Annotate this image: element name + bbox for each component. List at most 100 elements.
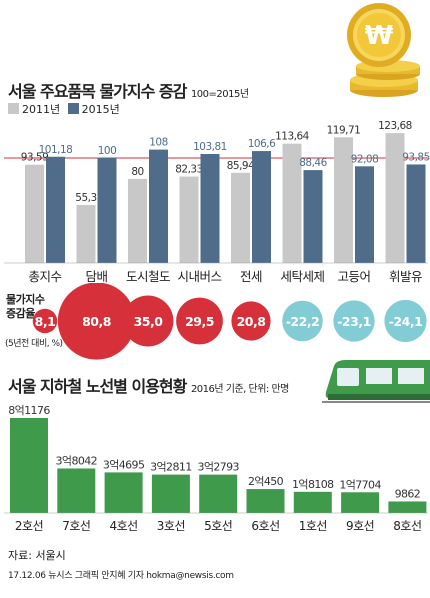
data-label-2011-5: 113,64 — [275, 131, 310, 143]
change-value-7: -24,1 — [389, 314, 423, 329]
change-bubble-7 — [384, 299, 427, 343]
data-label-2015-2: 108 — [149, 137, 168, 149]
change-bubble-5 — [282, 300, 323, 342]
change-rate-note: (5년전 대비, %) — [5, 339, 63, 349]
subway-bar-1 — [57, 468, 96, 513]
data-label-2011-3: 82,33 — [175, 164, 203, 176]
data-label-2015-5: 88,46 — [299, 157, 327, 169]
change-bubble-1 — [57, 283, 136, 360]
subway-bar-8 — [388, 501, 427, 513]
bar-2011-2 — [128, 179, 147, 263]
category-label-2: 도시철도 — [126, 269, 170, 284]
data-label-2015-3: 103,81 — [193, 141, 227, 153]
change-value-2: 35,0 — [134, 314, 164, 329]
won-coin-symbol: ₩ — [365, 21, 394, 51]
bar-2015-3 — [200, 153, 220, 263]
bar-2015-1 — [97, 158, 117, 263]
bar-2015-2 — [149, 149, 168, 263]
data-label-2011-4: 85,94 — [227, 160, 255, 172]
subway-bar-3 — [151, 474, 190, 513]
bar-2011-6 — [334, 137, 353, 263]
chart1-subtitle: 100=2015년 — [190, 89, 249, 100]
change-rate-bubbles: 8,1 80,8 35,0 29,5 20,8 -22,2 -23,1 -24,1 — [32, 283, 427, 360]
subway-line-label-5: 6호선 — [251, 519, 279, 533]
change-rate-label-line1: 물가지수 — [6, 293, 45, 306]
change-value-0: 8,1 — [35, 314, 56, 329]
subway-value-7: 1억7704 — [339, 478, 381, 491]
change-value-3: 29,5 — [185, 314, 214, 329]
change-value-6: -23,1 — [337, 314, 371, 329]
subway-line-label-8: 8호선 — [393, 519, 421, 533]
source-note: 자료: 서울시 — [8, 549, 66, 562]
data-label-2015-7: 93,85 — [402, 151, 430, 163]
subway-line-label-1: 7호선 — [62, 519, 90, 533]
data-label-2011-2: 80 — [131, 166, 143, 178]
bar-2011-3 — [179, 176, 199, 263]
legend-item-2015: 2015년 — [67, 103, 120, 116]
bar-2011-1 — [76, 204, 96, 263]
coin-stack-illustration: ₩ — [347, 3, 420, 97]
price-index-categories: 총지수 담배 도시철도 시내버스 전세 세탁세제 고등어 휘발유 — [28, 269, 422, 284]
chart2-subtitle: 2016년 기준, 단위: 만명 — [190, 384, 289, 395]
data-label-2015-0: 101,18 — [39, 144, 73, 156]
change-bubble-2 — [122, 295, 174, 347]
legend-swatch-2015 — [67, 103, 79, 114]
subway-usage-chart: 8억1176 2호선 3억8042 7호선 3억4695 4호선 3억2811 3호선 3억27… — [4, 404, 428, 533]
bar-2011-0 — [25, 164, 44, 263]
subway-bar-5 — [246, 489, 285, 513]
credit-note: 17.12.06 뉴시스 그래픽 안지혜 기자 hokma@newsis.com — [8, 571, 234, 581]
category-label-1: 담배 — [85, 269, 107, 284]
data-label-2015-1: 100 — [98, 145, 117, 157]
subway-line-label-4: 5호선 — [204, 519, 232, 533]
subway-train-illustration — [322, 360, 430, 403]
data-label-2011-1: 55,3 — [75, 192, 96, 204]
legend-swatch-2011 — [8, 103, 19, 114]
bar-2015-5 — [303, 170, 323, 263]
change-bubble-6 — [333, 300, 375, 342]
subway-value-4: 3억2793 — [197, 461, 239, 474]
subway-value-1: 3억8042 — [56, 454, 98, 467]
data-label-2011-6: 119,71 — [327, 124, 361, 136]
category-label-5: 세탁세제 — [280, 269, 324, 284]
category-label-6: 고등어 — [337, 269, 370, 284]
change-rate-label: 물가지수 증감율 — [6, 293, 45, 321]
change-bubble-4 — [231, 301, 271, 341]
legend-item-2011: 2011년 — [8, 103, 60, 116]
bar-2011-5 — [282, 143, 302, 263]
chart1-title-text: 서울 주요품목 물가지수 증감 — [8, 82, 187, 101]
category-label-4: 전세 — [240, 269, 262, 284]
bar-2011-4 — [231, 172, 250, 263]
category-label-3: 시내버스 — [177, 269, 221, 284]
change-value-4: 20,8 — [237, 314, 266, 329]
subway-value-5: 2억450 — [248, 475, 284, 488]
subway-bar-0 — [10, 418, 48, 513]
change-value-1: 80,8 — [82, 314, 111, 329]
subway-line-label-0: 2호선 — [15, 519, 43, 533]
bar-2011-7 — [385, 133, 405, 263]
data-label-2011-0: 93,59 — [21, 152, 49, 164]
subway-value-2: 3억4695 — [103, 458, 145, 471]
category-label-0: 총지수 — [28, 269, 61, 284]
bar-2015-4 — [252, 151, 271, 263]
subway-bar-6 — [293, 491, 332, 513]
chart2-title-text: 서울 지하철 노선별 이용현황 — [8, 377, 187, 396]
subway-line-label-2: 4호선 — [109, 519, 137, 533]
data-label-2015-6: 92,08 — [351, 153, 379, 165]
subway-value-8: 9862 — [395, 487, 421, 500]
subway-bar-4 — [199, 474, 238, 513]
data-label-2011-7: 123,68 — [378, 120, 412, 132]
subway-bar-7 — [341, 492, 380, 513]
bar-2015-7 — [406, 164, 426, 263]
change-bubble-3 — [176, 297, 223, 345]
subway-bar-2 — [104, 472, 143, 513]
change-value-5: -22,2 — [286, 314, 320, 329]
chart1-legend: 2011년 2015년 — [8, 101, 120, 117]
bar-2015-6 — [355, 166, 374, 263]
subway-value-6: 1억8108 — [292, 478, 334, 491]
subway-line-label-7: 9호선 — [346, 519, 374, 533]
subway-line-label-6: 1호선 — [299, 519, 327, 533]
change-rate-label-line2: 증감율 — [6, 307, 35, 320]
bar-2015-0 — [46, 156, 65, 263]
subway-line-label-3: 3호선 — [157, 519, 185, 533]
